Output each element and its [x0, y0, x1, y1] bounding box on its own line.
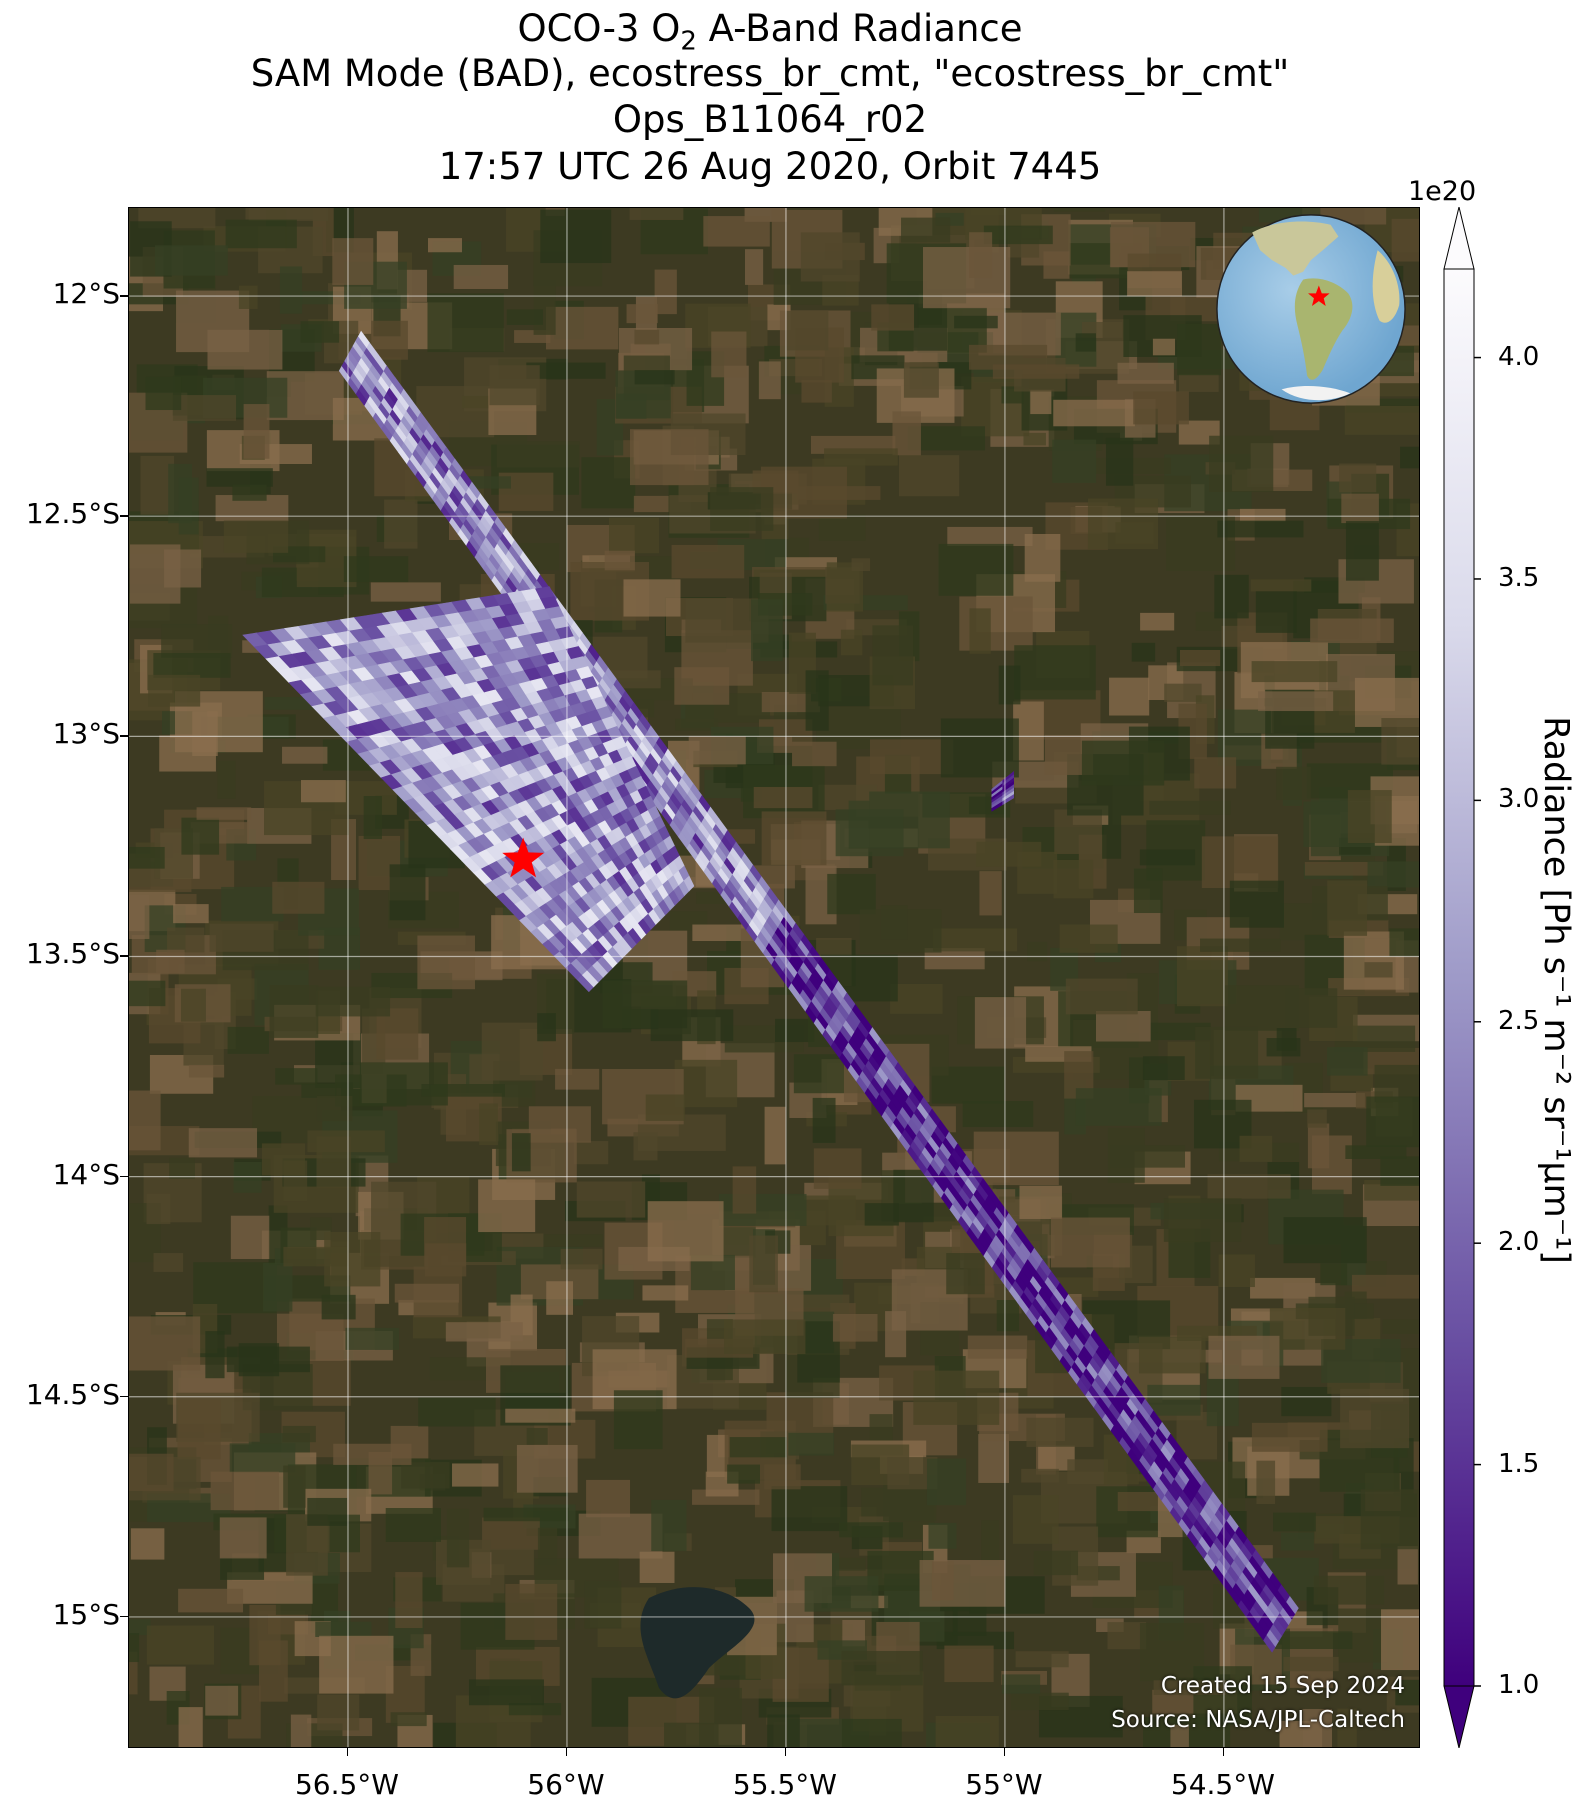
lon-tick-mark	[565, 1748, 568, 1756]
colorbar-gradient	[1443, 268, 1475, 1687]
colorbar-tick-label: 1.0	[1498, 1670, 1540, 1700]
globe-antarctica	[1281, 385, 1351, 401]
globe-north-america	[1252, 221, 1339, 276]
lon-tick-mark	[1222, 1748, 1225, 1756]
colorbar-extend-max	[1443, 207, 1475, 270]
colorbar-exponent: 1e20	[1408, 176, 1477, 207]
lat-tick-label: 13.5°S	[25, 937, 120, 971]
colorbar-label: Radiance [Ph s⁻¹ m⁻² sr⁻¹μm⁻¹]	[1536, 716, 1576, 1264]
lat-tick-label: 13°S	[52, 717, 120, 751]
lat-tick-mark	[120, 515, 128, 517]
lat-tick-mark	[120, 1395, 128, 1398]
globe-africa	[1372, 250, 1400, 323]
lon-tick-label: 55°W	[965, 1768, 1043, 1801]
colorbar-tick-label: 2.0	[1498, 1227, 1540, 1258]
lon-tick-mark	[1003, 1748, 1006, 1756]
map-canvas	[129, 208, 1419, 1747]
lat-tick-mark	[120, 955, 128, 957]
lat-tick-label: 12°S	[52, 277, 120, 311]
satellite-background	[129, 208, 1419, 1747]
target-star-icon	[502, 837, 545, 878]
lat-tick-label: 14.5°S	[25, 1377, 120, 1411]
lat-tick-label: 14°S	[52, 1157, 120, 1191]
lon-tick-label: 56°W	[527, 1768, 605, 1801]
chart-title-line2: SAM Mode (BAD), ecostress_br_cmt, "ecost…	[250, 52, 1290, 95]
lon-tick-label: 56.5°W	[294, 1768, 399, 1801]
lat-tick-label: 15°S	[52, 1597, 120, 1631]
chart-title-line1: OCO-3 O2 A-Band Radiance	[517, 7, 1023, 57]
lat-tick-label: 12.5°S	[25, 497, 120, 531]
lat-tick-mark	[120, 295, 128, 297]
colorbar-tick-label: 2.5	[1498, 1005, 1540, 1036]
map-panel[interactable]: Created 15 Sep 2024 Source: NASA/JPL-Cal…	[128, 207, 1420, 1748]
lon-tick-label: 55.5°W	[732, 1768, 837, 1801]
lon-tick-mark	[346, 1748, 349, 1756]
colorbar-tick-label: 3.0	[1498, 784, 1540, 815]
colorbar-tick-label: 1.5	[1498, 1448, 1540, 1479]
radiance-footprint	[683, 875, 695, 892]
reservoir	[640, 1587, 755, 1699]
globe-locator-inset	[1216, 214, 1406, 404]
lon-tick-mark	[784, 1748, 787, 1756]
graticule	[129, 208, 1419, 1747]
chart-title-line4: 17:57 UTC 26 Aug 2020, Orbit 7445	[438, 145, 1102, 188]
radiance-footprint	[1286, 1595, 1299, 1615]
credit-created: Created 15 Sep 2024	[1160, 1673, 1405, 1699]
lat-tick-mark	[120, 1615, 128, 1618]
colorbar-tick-label: 4.0	[1498, 341, 1540, 372]
chart-title-line3: Ops_B11064_r02	[612, 98, 928, 141]
lat-tick-mark	[120, 735, 128, 737]
colorbar-extend-min	[1443, 1685, 1475, 1748]
colorbar-tick-label: 3.5	[1498, 562, 1540, 593]
colorbar	[1443, 207, 1481, 1748]
credit-source: Source: NASA/JPL-Caltech	[1111, 1707, 1405, 1733]
star-marker-icon	[1308, 285, 1330, 307]
swath-sam-target	[242, 586, 695, 993]
globe-south-america	[1294, 278, 1353, 380]
swath-glint-track	[338, 330, 1299, 1653]
lon-tick-label: 54.5°W	[1170, 1768, 1275, 1801]
lat-tick-mark	[120, 1175, 128, 1178]
